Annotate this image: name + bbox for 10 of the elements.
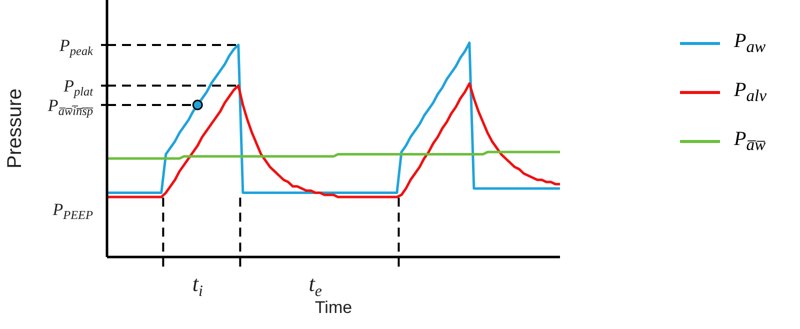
legend-label: P$_{aw}$ [734,30,766,57]
x-tick-label: t$_{e}$ [308,271,322,300]
legend-label: P$_{alv}$ [734,79,767,106]
legend-label: P$_{a̅w̅}$ [734,128,766,155]
x-axis-title: Time [314,298,352,318]
y-axis-title: Pressure [4,88,26,169]
ref-line-label: P$_{plat}$ [62,76,94,98]
x-tick-label: t$_{i}$ [192,271,203,300]
text: P$_{PEEP}$ [52,200,94,222]
ref-line-label: P$_{peak}$ [58,36,94,58]
